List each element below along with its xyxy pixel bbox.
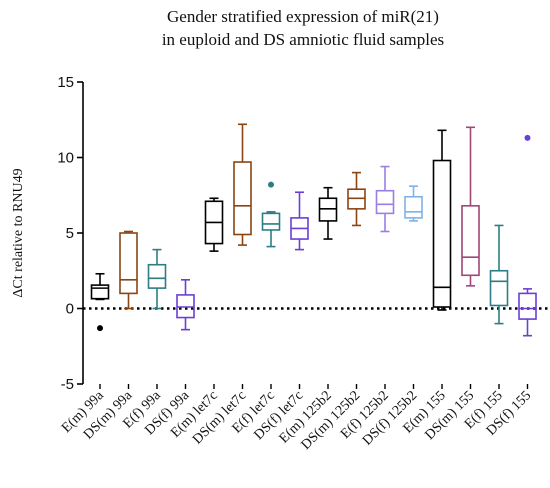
y-axis-label: ΔCt relative to RNU49 [11, 168, 26, 297]
outlier-point [524, 134, 531, 141]
iqr-box [404, 195, 423, 219]
box-group [119, 230, 138, 310]
box-group [518, 134, 537, 337]
box-group [489, 224, 509, 325]
iqr-box [90, 284, 110, 300]
iqr-box [233, 161, 252, 236]
iqr-box [432, 159, 452, 308]
iqr-box [147, 263, 167, 289]
box-group [461, 126, 480, 287]
iqr-box [375, 189, 395, 215]
outlier-point [268, 181, 274, 188]
chart-title: Gender stratified expression of miR(21) … [162, 7, 444, 49]
box-group [290, 191, 309, 251]
iqr-box [461, 205, 480, 277]
y-tick-label: 10 [57, 150, 74, 167]
box-group [147, 248, 167, 310]
iqr-box [119, 232, 138, 295]
y-tick-label: 15 [57, 74, 74, 91]
box-group [261, 181, 281, 248]
box-group [176, 279, 195, 331]
chart-title-line-1: Gender stratified expression of miR(21) [167, 7, 439, 26]
outlier-point [97, 325, 103, 332]
box-group [375, 165, 395, 233]
box-group [204, 197, 224, 252]
box-group [404, 185, 423, 222]
iqr-box [489, 269, 509, 307]
y-tick-label: 5 [66, 225, 74, 242]
y-tick-label: 0 [66, 301, 74, 318]
box-group [347, 171, 366, 227]
iqr-box [518, 292, 537, 320]
box-group [233, 123, 252, 246]
chart-title-line-2: in euploid and DS amniotic fluid samples [162, 30, 444, 49]
box-group [432, 129, 452, 311]
y-tick-label: -5 [61, 376, 74, 393]
box-group [90, 272, 110, 332]
box-group [318, 186, 338, 240]
iqr-box [261, 212, 281, 231]
